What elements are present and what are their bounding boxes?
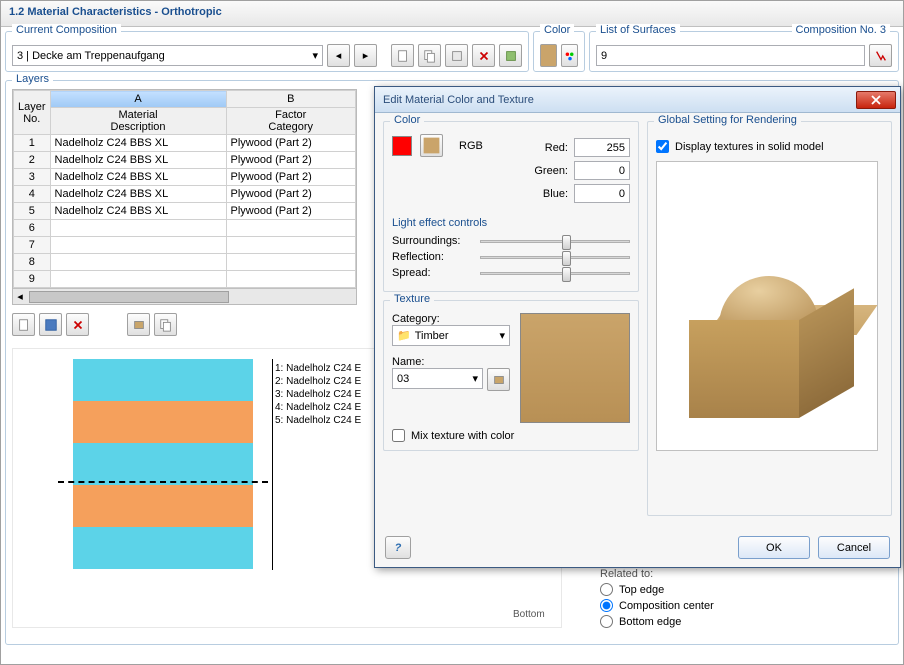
pick-surface-button[interactable] <box>869 44 892 67</box>
folder-icon: 📁 <box>397 329 411 342</box>
global-section-label: Global Setting for Rendering <box>654 114 801 126</box>
color-group-label: Color <box>540 24 574 36</box>
delete-button[interactable] <box>472 44 495 67</box>
table-row[interactable]: 2Nadelholz C24 BBS XLPlywood (Part 2) <box>14 152 356 169</box>
dialog-title-bar[interactable]: Edit Material Color and Texture <box>375 87 900 113</box>
texture-name-combo[interactable]: 03 ▾ <box>392 368 483 389</box>
bottom-label: Bottom <box>513 609 545 620</box>
prev-button[interactable]: ◂ <box>327 44 350 67</box>
horizontal-scrollbar[interactable]: ◂ <box>13 288 356 304</box>
col-b: B <box>226 91 356 108</box>
layer-new-button[interactable] <box>12 313 35 336</box>
texture-preview-swatch <box>520 313 630 423</box>
table-row[interactable]: 1Nadelholz C24 BBS XLPlywood (Part 2) <box>14 135 356 152</box>
color-picker-button[interactable] <box>561 44 578 67</box>
related-bottom-radio[interactable] <box>600 615 613 628</box>
texture-browse-button[interactable] <box>487 368 510 391</box>
col-factor: Factor Category <box>226 108 356 135</box>
composition-label: Current Composition <box>12 24 121 36</box>
light-effect-label: Light effect controls <box>392 217 630 229</box>
table-row[interactable]: 4Nadelholz C24 BBS XLPlywood (Part 2) <box>14 186 356 203</box>
rgb-blue-input[interactable] <box>574 184 630 203</box>
layer-bar <box>73 401 253 443</box>
current-color-swatch[interactable] <box>392 136 412 156</box>
center-line <box>58 481 268 483</box>
spread-slider[interactable] <box>480 272 630 275</box>
dropdown-icon: ▾ <box>472 372 478 385</box>
layer-save-button[interactable] <box>39 313 62 336</box>
rgb-green-input[interactable] <box>574 161 630 180</box>
dropdown-icon: ▾ <box>312 49 318 62</box>
next-button[interactable]: ▸ <box>354 44 377 67</box>
layer-bar <box>73 443 253 485</box>
cancel-button[interactable]: Cancel <box>818 536 890 559</box>
mix-texture-checkbox[interactable] <box>392 429 405 442</box>
reflection-slider[interactable] <box>480 256 630 259</box>
related-center-radio[interactable] <box>600 599 613 612</box>
texture-section-label: Texture <box>390 293 434 305</box>
edit-material-dialog: Edit Material Color and Texture Color RG… <box>374 86 901 568</box>
dropdown-icon: ▾ <box>499 329 505 342</box>
surfaces-input[interactable] <box>596 45 865 66</box>
export-button[interactable] <box>499 44 522 67</box>
new-button[interactable] <box>391 44 414 67</box>
col-layer-no: Layer No. <box>14 91 51 135</box>
table-row[interactable]: 3Nadelholz C24 BBS XLPlywood (Part 2) <box>14 169 356 186</box>
current-composition-group: Current Composition 3 | Decke am Treppen… <box>5 31 529 72</box>
surroundings-slider[interactable] <box>480 240 630 243</box>
close-button[interactable] <box>856 91 896 109</box>
ok-button[interactable]: OK <box>738 536 810 559</box>
composition-no-label: Composition No. 3 <box>792 24 891 36</box>
layer-library-button[interactable] <box>127 313 150 336</box>
layers-label: Layers <box>12 73 53 85</box>
layer-bar <box>73 485 253 527</box>
render-preview <box>656 161 878 451</box>
close-icon <box>870 95 882 105</box>
copy-button[interactable] <box>418 44 441 67</box>
material-swatch[interactable] <box>540 44 557 67</box>
surfaces-label: List of Surfaces <box>596 24 680 36</box>
rgb-label: RGB <box>459 140 483 152</box>
layer-bar <box>73 359 253 401</box>
surfaces-group: List of Surfaces Composition No. 3 <box>589 31 899 72</box>
help-button[interactable]: ? <box>385 536 411 559</box>
color-group: Color <box>533 31 585 72</box>
category-combo[interactable]: 📁Timber ▾ <box>392 325 510 346</box>
col-material: Material Description <box>50 108 226 135</box>
layer-labels: 1: Nadelholz C24 E 2: Nadelholz C24 E 3:… <box>275 362 361 427</box>
composition-combo[interactable]: 3 | Decke am Treppenaufgang ▾ <box>12 45 323 66</box>
global-rendering-section: Global Setting for Rendering Display tex… <box>647 121 892 516</box>
table-row[interactable]: 7 <box>14 237 356 254</box>
layer-bar <box>73 527 253 569</box>
name-label: Name: <box>392 356 510 368</box>
related-to-group: Related to: Top edge Composition center … <box>600 568 714 631</box>
layer-copy-button[interactable] <box>154 313 177 336</box>
table-row[interactable]: 8 <box>14 254 356 271</box>
rgb-red-input[interactable] <box>574 138 630 157</box>
layer-delete-button[interactable] <box>66 313 89 336</box>
bracket-line <box>258 359 273 570</box>
texture-section: Texture Category: 📁Timber ▾ Name: 03 <box>383 300 639 451</box>
related-top-radio[interactable] <box>600 583 613 596</box>
texture-picker-button[interactable] <box>420 134 443 157</box>
col-a: A <box>50 91 226 108</box>
table-row[interactable]: 6 <box>14 220 356 237</box>
category-label: Category: <box>392 313 510 325</box>
window-title: 1.2 Material Characteristics - Orthotrop… <box>1 1 903 27</box>
color-section-label: Color <box>390 114 424 126</box>
duplicate-button[interactable] <box>445 44 468 67</box>
layers-table[interactable]: Layer No. A B Material Description Facto… <box>12 89 357 305</box>
related-label: Related to: <box>600 568 714 580</box>
color-section: Color RGB Red: Green: Blue: <box>383 121 639 292</box>
display-textures-checkbox[interactable] <box>656 140 669 153</box>
table-row[interactable]: 5Nadelholz C24 BBS XLPlywood (Part 2) <box>14 203 356 220</box>
dialog-title: Edit Material Color and Texture <box>383 94 534 106</box>
table-row[interactable]: 9 <box>14 271 356 288</box>
